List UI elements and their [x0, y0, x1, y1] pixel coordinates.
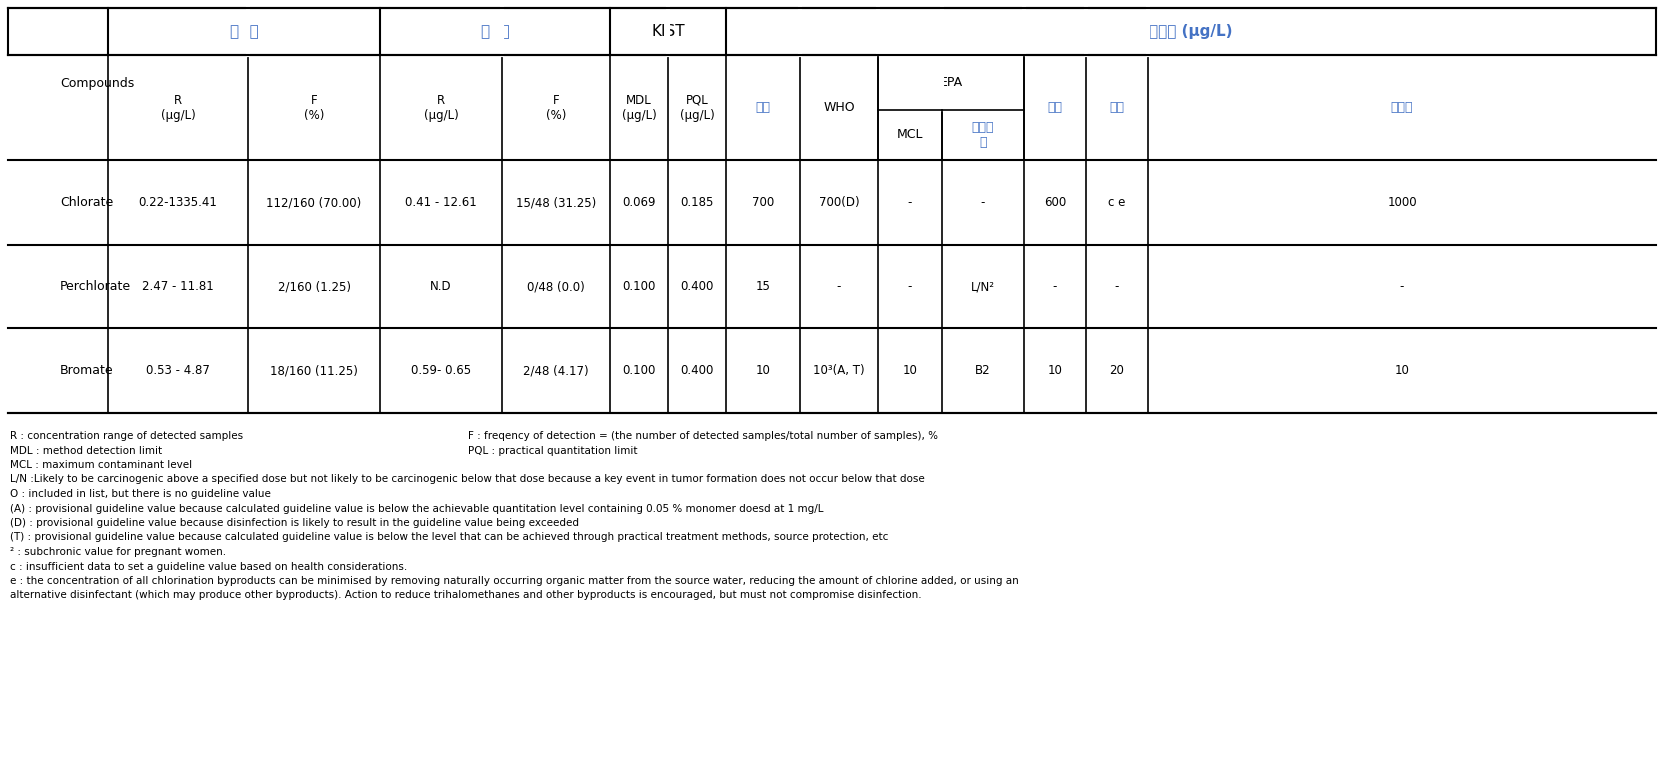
- Text: 1000: 1000: [1388, 196, 1416, 209]
- Text: 일본: 일본: [1048, 101, 1063, 114]
- Text: 20: 20: [1110, 364, 1125, 377]
- Text: 10: 10: [1394, 364, 1409, 377]
- Text: 18/160 (11.25): 18/160 (11.25): [270, 364, 358, 377]
- Text: 기준값 (μg/L): 기준값 (μg/L): [1150, 24, 1233, 39]
- Text: L/N²: L/N²: [972, 280, 995, 293]
- Text: 700(D): 700(D): [819, 196, 859, 209]
- Text: N.D: N.D: [431, 280, 453, 293]
- Text: R
(μg/L): R (μg/L): [161, 93, 195, 121]
- Text: WHO: WHO: [824, 101, 855, 114]
- Text: 0.41 - 12.61: 0.41 - 12.61: [404, 196, 478, 209]
- Text: MCL : maximum contaminant level: MCL : maximum contaminant level: [10, 460, 191, 470]
- Text: F
(%): F (%): [546, 93, 566, 121]
- Text: e : the concentration of all chlorination byproducts can be minimised by removin: e : the concentration of all chlorinatio…: [10, 576, 1018, 586]
- Text: B2: B2: [975, 364, 990, 377]
- Text: 2/48 (4.17): 2/48 (4.17): [522, 364, 589, 377]
- Text: (D) : provisional guideline value because disinfection is likely to result in th: (D) : provisional guideline value becaus…: [10, 518, 579, 528]
- Text: 0.100: 0.100: [622, 364, 656, 377]
- Text: 10: 10: [755, 364, 770, 377]
- Text: 15: 15: [755, 280, 770, 293]
- Text: L/N :Likely to be carcinogenic above a specified dose but not likely to be carci: L/N :Likely to be carcinogenic above a s…: [10, 475, 925, 485]
- Text: 0.400: 0.400: [681, 364, 714, 377]
- Text: (T) : provisional guideline value because calculated guideline value is below th: (T) : provisional guideline value becaus…: [10, 532, 889, 542]
- Text: Perchlorate: Perchlorate: [60, 280, 131, 293]
- Text: 2/160 (1.25): 2/160 (1.25): [278, 280, 351, 293]
- Text: PQL
(μg/L): PQL (μg/L): [679, 93, 714, 121]
- Text: 0.400: 0.400: [681, 280, 714, 293]
- Text: 0/48 (0.0): 0/48 (0.0): [527, 280, 584, 293]
- Text: -: -: [1115, 280, 1120, 293]
- Text: -: -: [980, 196, 985, 209]
- Text: 0.53 - 4.87: 0.53 - 4.87: [146, 364, 210, 377]
- Text: -: -: [837, 280, 842, 293]
- Text: 호주: 호주: [1110, 101, 1125, 114]
- Text: 600: 600: [1043, 196, 1067, 209]
- Text: -: -: [1399, 280, 1404, 293]
- Text: KIST: KIST: [651, 24, 686, 39]
- Text: F : freqency of detection = (the number of detected samples/total number of samp: F : freqency of detection = (the number …: [468, 431, 938, 441]
- Text: R
(μg/L): R (μg/L): [424, 93, 458, 121]
- Text: EPA: EPA: [940, 76, 962, 89]
- Text: 700: 700: [752, 196, 774, 209]
- Text: F
(%): F (%): [305, 93, 324, 121]
- Text: PQL : practical quantitation limit: PQL : practical quantitation limit: [468, 445, 637, 455]
- Text: MDL
(μg/L): MDL (μg/L): [622, 93, 656, 121]
- Text: 10³(A, T): 10³(A, T): [814, 364, 865, 377]
- Text: 0.22-1335.41: 0.22-1335.41: [138, 196, 218, 209]
- Text: MDL : method detection limit: MDL : method detection limit: [10, 445, 161, 455]
- Text: 정  수: 정 수: [230, 24, 258, 39]
- Text: 원  수: 원 수: [481, 24, 509, 39]
- Text: Compounds: Compounds: [60, 78, 135, 90]
- Text: 0.100: 0.100: [622, 280, 656, 293]
- Text: 15/48 (31.25): 15/48 (31.25): [516, 196, 596, 209]
- Text: 10: 10: [1048, 364, 1062, 377]
- Text: -: -: [909, 196, 912, 209]
- Text: 발암그
룹: 발암그 룹: [972, 121, 995, 149]
- Text: -: -: [1053, 280, 1057, 293]
- Text: 112/160 (70.00): 112/160 (70.00): [266, 196, 361, 209]
- Text: c : insufficient data to set a guideline value based on health considerations.: c : insufficient data to set a guideline…: [10, 562, 408, 572]
- Text: ² : subchronic value for pregnant women.: ² : subchronic value for pregnant women.: [10, 547, 226, 557]
- Text: O : included in list, but there is no guideline value: O : included in list, but there is no gu…: [10, 489, 271, 499]
- Text: R : concentration range of detected samples: R : concentration range of detected samp…: [10, 431, 243, 441]
- Text: (A) : provisional guideline value because calculated guideline value is below th: (A) : provisional guideline value becaus…: [10, 503, 824, 514]
- Text: 캐나다: 캐나다: [1391, 101, 1413, 114]
- Text: 0.59- 0.65: 0.59- 0.65: [411, 364, 471, 377]
- Text: alternative disinfectant (which may produce other byproducts). Action to reduce : alternative disinfectant (which may prod…: [10, 591, 922, 601]
- Text: Bromate: Bromate: [60, 364, 113, 377]
- Text: c e: c e: [1108, 196, 1125, 209]
- Text: 0.185: 0.185: [681, 196, 714, 209]
- Text: -: -: [909, 280, 912, 293]
- Text: 10: 10: [902, 364, 917, 377]
- Text: 2.47 - 11.81: 2.47 - 11.81: [141, 280, 215, 293]
- Text: 한국: 한국: [755, 101, 770, 114]
- Text: 0.069: 0.069: [622, 196, 656, 209]
- Text: Chlorate: Chlorate: [60, 196, 113, 209]
- Text: MCL: MCL: [897, 128, 924, 141]
